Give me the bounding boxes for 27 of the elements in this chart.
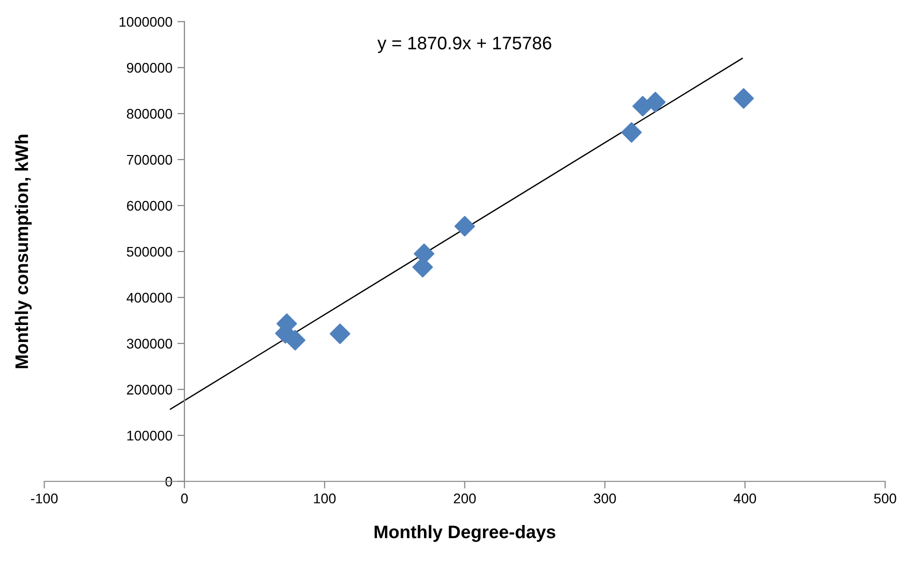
point xyxy=(733,88,754,109)
y-axis-title: Monthly consumption, kWh xyxy=(14,134,32,368)
y-tick-label: 200000 xyxy=(127,384,172,395)
x-tick-label: 0 xyxy=(181,494,188,504)
x-tick-label: 100 xyxy=(314,494,336,504)
y-tick-label: 900000 xyxy=(126,62,172,73)
x-axis-title: Monthly Degree-days xyxy=(374,525,556,542)
point xyxy=(284,330,306,350)
point xyxy=(645,92,666,112)
y-tick-label: 1000000 xyxy=(120,16,172,27)
point xyxy=(454,216,475,236)
y-tick-label: 0 xyxy=(165,476,172,487)
x-tick-label: 500 xyxy=(874,494,896,504)
y-tick-label: 100000 xyxy=(127,430,172,441)
x-tick-label: 300 xyxy=(594,494,616,504)
x-tick-label: -100 xyxy=(31,494,58,504)
x-tick-label: 400 xyxy=(734,494,756,504)
y-tick-label: 700000 xyxy=(127,154,172,165)
x-tick-label: 200 xyxy=(454,494,476,504)
y-tick-label: 500000 xyxy=(126,246,172,257)
y-tick-label: 800000 xyxy=(126,108,172,119)
point xyxy=(330,324,350,344)
point xyxy=(621,122,642,143)
y-tick-label: 300000 xyxy=(126,338,172,349)
y-tick-label: 600000 xyxy=(127,200,172,211)
y-tick-label: 400000 xyxy=(126,292,172,303)
annotation: y = 1870.9x + 175786 xyxy=(377,36,552,54)
